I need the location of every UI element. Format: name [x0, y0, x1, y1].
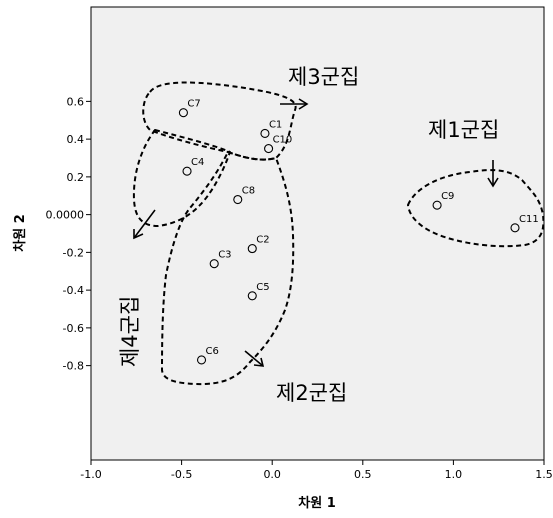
y-tick-label: -0.8 [63, 360, 84, 373]
y-tick-label: 0.0000 [46, 209, 85, 222]
point-label-c3: C3 [218, 250, 231, 261]
point-c10 [264, 144, 274, 154]
y-axis-title: 차원 2 [12, 214, 28, 252]
x-tick-label: -1.0 [80, 468, 101, 481]
cluster-2-arrow-head [253, 357, 265, 367]
x-tick-label: -0.5 [171, 468, 192, 481]
cluster-3-arrow-head [298, 98, 309, 110]
point-label-c5: C5 [256, 282, 269, 293]
y-tick-label: -0.4 [63, 284, 84, 297]
plot-area [90, 6, 545, 461]
point-label-c1: C1 [269, 119, 282, 130]
x-tick-label: 1.0 [445, 468, 463, 481]
y-tick-label: 0.4 [67, 133, 85, 146]
point-label-c7: C7 [187, 99, 200, 110]
x-axis: -1.0 -0.5 0.0 0.5 1.0 1.5 [80, 460, 553, 481]
point-c9 [432, 200, 442, 210]
cluster-hulls [132, 81, 545, 386]
cluster-1-label: 제1군집 [428, 118, 499, 142]
point-label-c9: C9 [441, 191, 454, 202]
y-tick-label: 0.2 [67, 171, 85, 184]
point-label-c10: C10 [273, 135, 293, 146]
point-c11 [510, 223, 520, 233]
point-c8 [233, 194, 243, 205]
cluster-labels: 제3군집 제1군집 제2군집 제4군집 [118, 65, 499, 405]
cluster-4-label: 제4군집 [118, 296, 142, 367]
cluster-3-hull [142, 81, 297, 161]
x-tick-label: 0.5 [354, 468, 372, 481]
point-c3 [209, 259, 219, 269]
x-tick-label: 0.0 [263, 468, 281, 481]
cluster-4-arrow-shaft [133, 209, 156, 239]
cluster-4-hull [132, 129, 231, 227]
point-c6 [196, 355, 207, 365]
point-label-c6: C6 [206, 346, 219, 357]
data-points: C1 C2 C3 C4 C5 C6 C7 C8 C9 C10 C11 [178, 99, 539, 365]
cluster-2-hull [161, 151, 295, 386]
y-tick-label: -0.2 [63, 246, 84, 259]
cluster-arrows [133, 98, 499, 367]
point-c1 [260, 128, 270, 139]
point-label-c8: C8 [242, 186, 255, 197]
x-tick-label: 1.5 [535, 468, 553, 481]
y-tick-label: 0.6 [67, 95, 85, 108]
point-label-c4: C4 [191, 157, 204, 168]
cluster-3-label: 제3군집 [288, 65, 359, 89]
point-c5 [247, 291, 257, 301]
point-label-c2: C2 [256, 235, 269, 246]
cluster-1-arrow-head [487, 177, 499, 188]
point-label-c11: C11 [519, 214, 539, 225]
point-c7 [178, 108, 188, 118]
point-c4 [182, 166, 192, 176]
point-c2 [247, 244, 257, 254]
x-axis-title: 차원 1 [298, 495, 336, 511]
y-axis: 0.6 0.4 0.2 0.0000 -0.2 -0.4 -0.6 -0.8 [46, 95, 91, 373]
cluster-4-arrow-head [133, 229, 144, 240]
y-tick-label: -0.6 [63, 322, 84, 335]
cluster-2-arrow-shaft [244, 350, 264, 367]
cluster-2-label: 제2군집 [276, 381, 347, 405]
